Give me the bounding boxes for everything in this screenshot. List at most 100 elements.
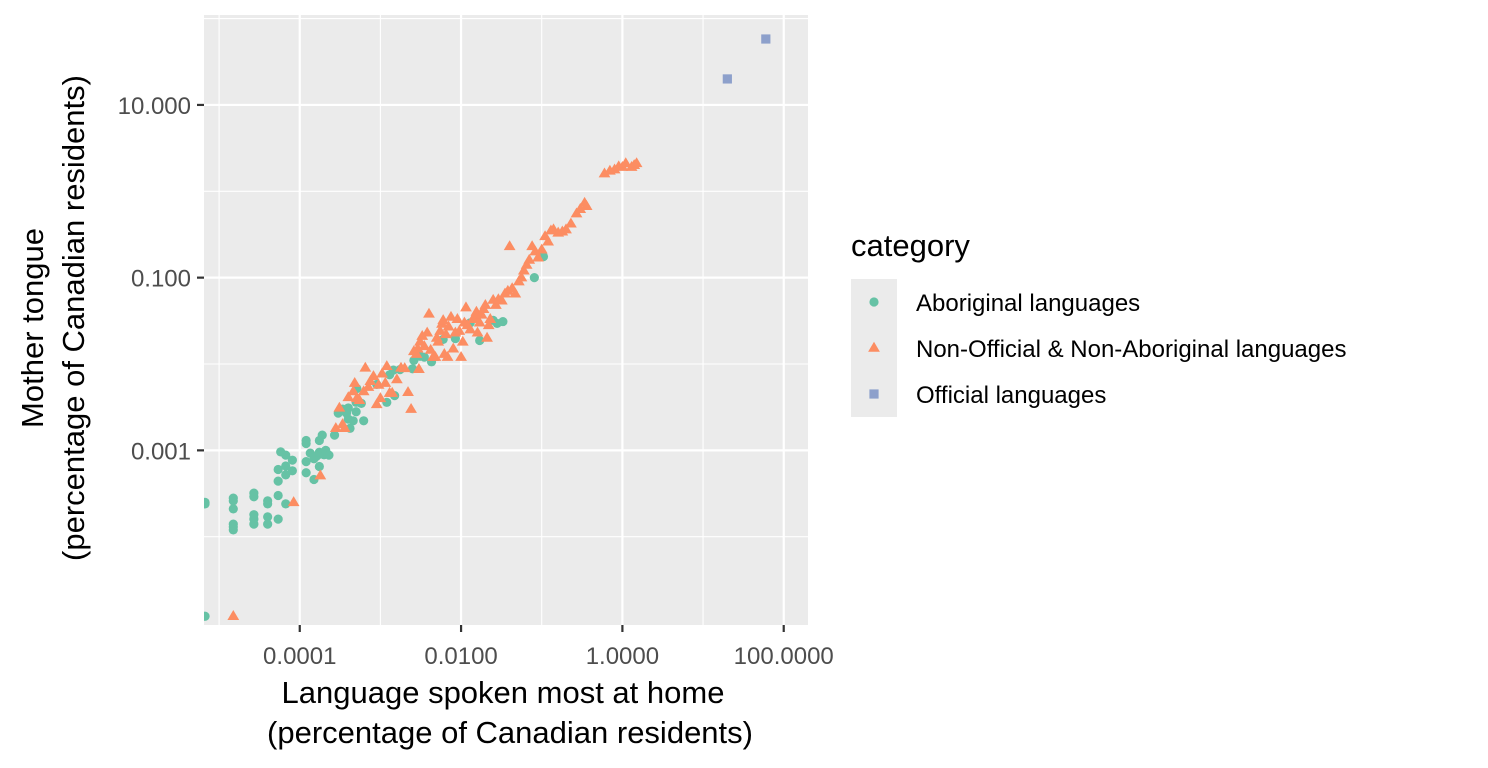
data-point-triangle: [456, 335, 469, 346]
data-point-circle: [351, 407, 361, 417]
data-point-triangle: [440, 328, 452, 339]
data-point-triangle: [367, 370, 380, 381]
data-point-triangle: [421, 326, 434, 337]
data-point-circle: [529, 273, 539, 283]
data-point-circle: [249, 510, 259, 520]
y-tick-label: 0.001: [131, 438, 191, 465]
data-point-circle: [281, 450, 291, 460]
legend: category Aboriginal languages Non-Officia…: [851, 228, 1346, 417]
data-point-triangle: [405, 402, 417, 413]
data-point-triangle: [482, 319, 495, 330]
data-point-circle: [263, 519, 273, 529]
x-tick-label: 100.0000: [734, 643, 834, 670]
data-point-triangle: [515, 271, 528, 282]
data-point-triangle: [376, 367, 389, 378]
data-point-triangle: [560, 223, 572, 234]
legend-label: Non-Official & Non-Aboriginal languages: [916, 336, 1346, 363]
x-axis-title-line-1: Language spoken most at home: [282, 675, 725, 710]
data-point-circle: [249, 488, 259, 498]
data-point-triangle: [432, 335, 445, 346]
data-point-triangle: [484, 313, 497, 323]
data-point-circle: [317, 430, 327, 440]
data-point-triangle: [455, 350, 467, 361]
data-point-triangle: [390, 373, 403, 384]
data-point-circle: [263, 512, 273, 522]
legend-key-circle: [869, 297, 879, 307]
data-point-triangle: [429, 350, 442, 361]
data-point-triangle: [489, 298, 502, 309]
data-point-triangle: [473, 316, 486, 327]
data-point-triangle: [359, 361, 372, 372]
data-point-triangle: [460, 301, 472, 312]
legend-title: category: [851, 228, 970, 263]
data-point-triangle: [481, 331, 493, 342]
y-tick-label: 0.100: [131, 266, 191, 293]
data-point-triangle: [442, 320, 455, 331]
data-point-triangle: [475, 308, 488, 319]
data-point-triangle: [434, 324, 447, 335]
data-point-triangle: [437, 314, 450, 325]
data-point-triangle: [532, 251, 544, 262]
x-tick-label: 0.0001: [263, 643, 336, 670]
data-point-triangle: [423, 307, 435, 318]
data-point-triangle: [580, 200, 593, 211]
data-point-circle: [281, 461, 291, 471]
data-point-circle: [204, 611, 210, 621]
data-point-square: [722, 74, 732, 84]
data-point-triangle: [619, 157, 632, 168]
minor-gridlines: [204, 15, 808, 625]
data-point-triangle: [362, 380, 375, 391]
data-point-triangle: [535, 243, 548, 254]
data-point-triangle: [333, 401, 346, 412]
y-axis-ticks: 0.001 0.100 10.000: [118, 93, 204, 465]
data-point-circle: [329, 430, 340, 440]
data-point-triangle: [227, 610, 240, 620]
data-point-triangle: [574, 203, 587, 213]
data-point-circle: [324, 450, 334, 460]
data-point-triangle: [479, 298, 492, 309]
data-point-circle: [281, 499, 291, 509]
data-point-triangle: [374, 392, 387, 403]
data-point-circle: [228, 504, 238, 514]
data-point-triangle: [523, 253, 536, 264]
data-point-circle: [348, 416, 358, 426]
data-points: [204, 34, 771, 621]
data-point-circle: [301, 468, 311, 478]
data-point-triangle: [370, 398, 383, 409]
legend-label: Official languages: [916, 382, 1106, 409]
data-point-triangle: [413, 363, 425, 373]
data-point-triangle: [424, 343, 437, 354]
data-point-triangle: [347, 385, 360, 396]
data-point-circle: [287, 455, 297, 465]
data-point-triangle: [338, 422, 351, 433]
data-point-triangle: [447, 342, 460, 353]
data-point-triangle: [445, 310, 457, 321]
data-point-circle: [204, 497, 210, 507]
data-point-circle: [475, 335, 485, 346]
data-point-triangle: [353, 394, 366, 405]
data-point-triangle: [314, 469, 327, 480]
data-point-triangle: [386, 386, 399, 397]
x-tick-label: 0.0100: [424, 643, 497, 670]
data-point-triangle: [453, 324, 466, 335]
data-point-triangle: [520, 258, 533, 269]
data-point-triangle: [464, 323, 477, 334]
data-point-triangle: [565, 217, 577, 228]
data-point-circle: [273, 490, 283, 501]
data-point-triangle: [398, 362, 411, 373]
data-point-triangle: [509, 287, 522, 298]
data-point-triangle: [380, 360, 393, 371]
data-point-triangle: [402, 386, 414, 397]
legend-key-triangle: [868, 341, 880, 352]
data-point-triangle: [348, 376, 361, 387]
legend-items: Aboriginal languages Non-Official & Non-A…: [851, 279, 1346, 417]
data-point-circle: [263, 496, 273, 506]
data-point-circle: [273, 464, 283, 475]
data-point-triangle: [379, 376, 392, 387]
y-tick-label: 10.000: [118, 93, 191, 120]
data-point-triangle: [287, 496, 300, 507]
data-point-circle: [273, 514, 283, 524]
data-point-square: [761, 34, 771, 44]
data-point-triangle: [441, 350, 454, 361]
